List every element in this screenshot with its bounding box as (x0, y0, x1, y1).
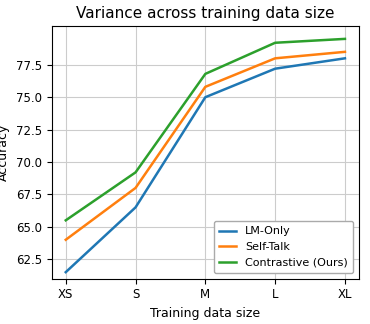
X-axis label: Training data size: Training data size (150, 307, 260, 320)
LM-Only (133, 205, 138, 209)
Contrastive (Ours) (273, 41, 278, 45)
Self-Talk (133, 186, 138, 190)
Self-Talk (273, 56, 278, 60)
Self-Talk (64, 238, 68, 242)
Contrastive (Ours) (343, 37, 347, 41)
LM-Only (203, 95, 208, 99)
Title: Variance across training data size: Variance across training data size (76, 6, 334, 21)
Y-axis label: Accuracy: Accuracy (0, 123, 10, 181)
Self-Talk (203, 85, 208, 89)
LM-Only (273, 67, 278, 71)
Contrastive (Ours) (133, 170, 138, 174)
Contrastive (Ours) (64, 218, 68, 222)
LM-Only (343, 56, 347, 60)
LM-Only (64, 270, 68, 274)
Line: Contrastive (Ours): Contrastive (Ours) (66, 39, 345, 220)
Self-Talk (343, 50, 347, 54)
Legend: LM-Only, Self-Talk, Contrastive (Ours): LM-Only, Self-Talk, Contrastive (Ours) (214, 221, 353, 273)
Line: LM-Only: LM-Only (66, 58, 345, 272)
Contrastive (Ours) (203, 72, 208, 76)
Line: Self-Talk: Self-Talk (66, 52, 345, 240)
